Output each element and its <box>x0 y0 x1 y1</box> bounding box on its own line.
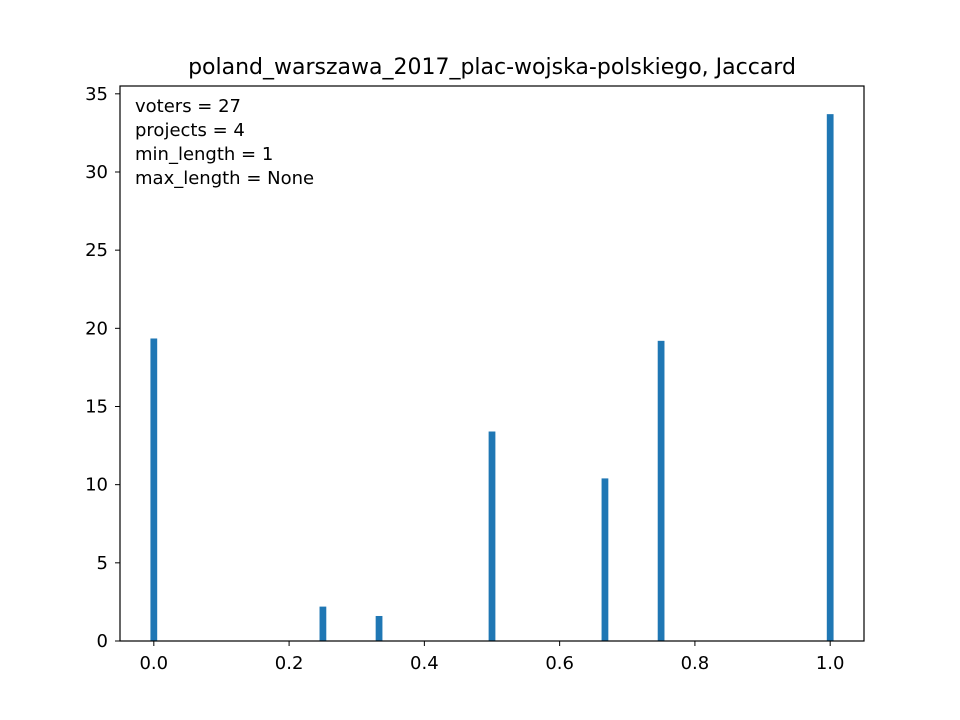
x-tick-label: 0.2 <box>275 653 304 674</box>
y-tick-label: 20 <box>85 318 108 339</box>
y-tick-label: 5 <box>97 553 108 574</box>
annotation-line: max_length = None <box>135 168 314 189</box>
axes-frame <box>119 85 865 642</box>
histogram-bar <box>150 338 158 641</box>
annotation-line: min_length = 1 <box>135 144 273 165</box>
y-tick-label: 25 <box>85 240 108 261</box>
x-tick-label: 0.4 <box>410 653 439 674</box>
y-tick-label: 0 <box>97 631 108 652</box>
histogram-bar <box>601 478 609 641</box>
x-tick-label: 0.6 <box>545 653 574 674</box>
y-tick-label: 35 <box>85 84 108 105</box>
chart-title: poland_warszawa_2017_plac-wojska-polskie… <box>188 55 796 80</box>
histogram-bar <box>657 340 665 641</box>
x-tick-label: 0.0 <box>139 653 168 674</box>
y-tick-label: 15 <box>85 396 108 417</box>
annotation-line: voters = 27 <box>135 96 241 117</box>
histogram-bar <box>375 615 383 641</box>
annotation-box: voters = 27 projects = 4 min_length = 1 max… <box>135 96 314 189</box>
histogram-bar <box>826 114 834 641</box>
histogram-bar <box>488 431 496 641</box>
y-tick-label: 30 <box>85 162 108 183</box>
axes-layer: 0.0 0.2 0.4 0.6 0.8 1.0 0 5 10 15 20 25 30 35 <box>85 84 865 674</box>
annotation-line: projects = 4 <box>135 120 245 141</box>
y-tick-label: 10 <box>85 475 108 496</box>
x-tick-label: 0.8 <box>681 653 710 674</box>
bars-layer <box>150 114 834 641</box>
histogram-bar <box>319 606 327 641</box>
x-tick-label: 1.0 <box>816 653 845 674</box>
